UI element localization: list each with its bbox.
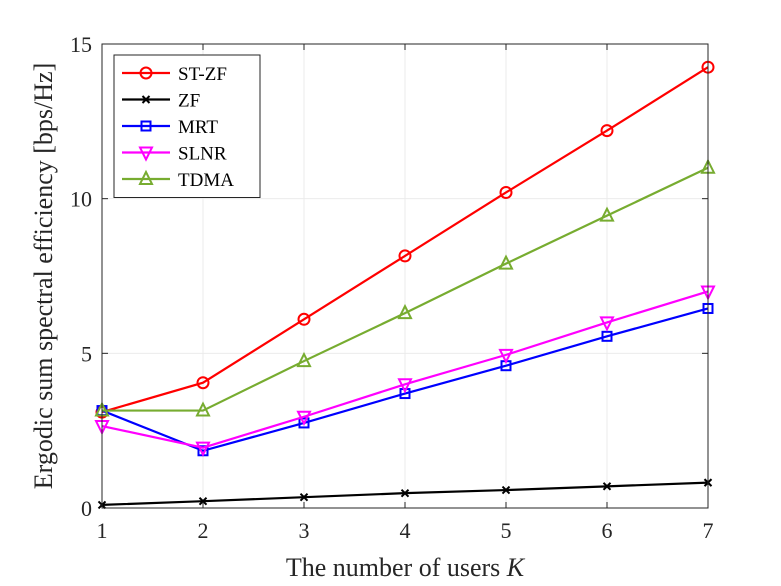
data-point-st-zf [297,312,311,326]
data-point-mrt [298,417,310,429]
x-tick-label: 4 [400,518,411,543]
data-point-slnr [498,348,514,365]
series-line-tdma [102,166,709,412]
legend-label-mrt: MRT [178,117,218,138]
x-tick-label: 7 [703,518,714,543]
legend-item-slnr: SLNR [122,144,227,165]
data-point-st-zf [600,124,614,138]
data-point-st-zf [398,249,412,263]
series-group [94,60,716,510]
series-line-st-zf [101,66,709,414]
x-tick-label: 1 [97,518,108,543]
data-point-zf [400,488,410,498]
x-tick-label: 5 [501,518,512,543]
data-point-mrt [601,330,613,342]
data-point-zf [602,482,612,491]
legend-label-slnr: SLNR [178,144,227,165]
legend-item-tdma: TDMA [122,169,234,191]
legend-label-tdma: TDMA [178,170,234,191]
y-tick-label: 0 [81,496,92,521]
legend-marker-zf [141,95,151,104]
x-tick-label: 2 [198,518,209,543]
x-axis-label-variable: K [506,553,526,582]
data-point-tdma [599,206,615,222]
legend-item-zf: ZF [122,91,200,112]
data-point-zf [501,485,511,495]
legend-item-mrt: MRT [122,117,218,138]
legend-marker-mrt [140,120,152,132]
x-axis-label: The number of users K [286,553,526,582]
data-point-zf [198,496,208,506]
data-point-slnr [195,441,211,457]
legend-marker-slnr [138,146,154,162]
legend-marker-st-zf [139,66,153,80]
y-tick-label: 15 [70,32,92,57]
y-tick-label: 10 [70,187,92,212]
axis-ticks: 1 2 3 4 5 6 7 0 5 10 15 [70,32,714,543]
data-point-slnr [296,410,312,426]
data-point-tdma [397,303,413,320]
series-tdma [94,158,716,417]
x-tick-label: 3 [299,518,310,543]
series-st-zf [95,60,715,419]
legend-label-zf: ZF [178,91,200,112]
legend: ST-ZF ZF MRT SLNR TDMA [113,54,261,198]
data-point-zf [299,492,309,502]
data-point-tdma [296,351,312,368]
legend-label-st-zf: ST-ZF [178,64,227,85]
x-tick-label: 6 [602,518,613,543]
data-point-slnr [599,316,615,332]
data-point-st-zf [196,376,210,390]
series-line-mrt [101,307,709,452]
data-point-tdma [195,401,211,417]
series-slnr [94,285,716,457]
data-point-st-zf [499,185,513,199]
data-point-slnr [397,378,413,394]
y-axis-label: Ergodic sum spectral efficiency [bps/Hz] [29,63,58,489]
data-point-tdma [498,254,514,270]
series-line-slnr [101,290,709,449]
legend-marker-tdma [138,169,154,185]
y-tick-label: 5 [81,341,92,366]
legend-item-st-zf: ST-ZF [122,64,227,85]
